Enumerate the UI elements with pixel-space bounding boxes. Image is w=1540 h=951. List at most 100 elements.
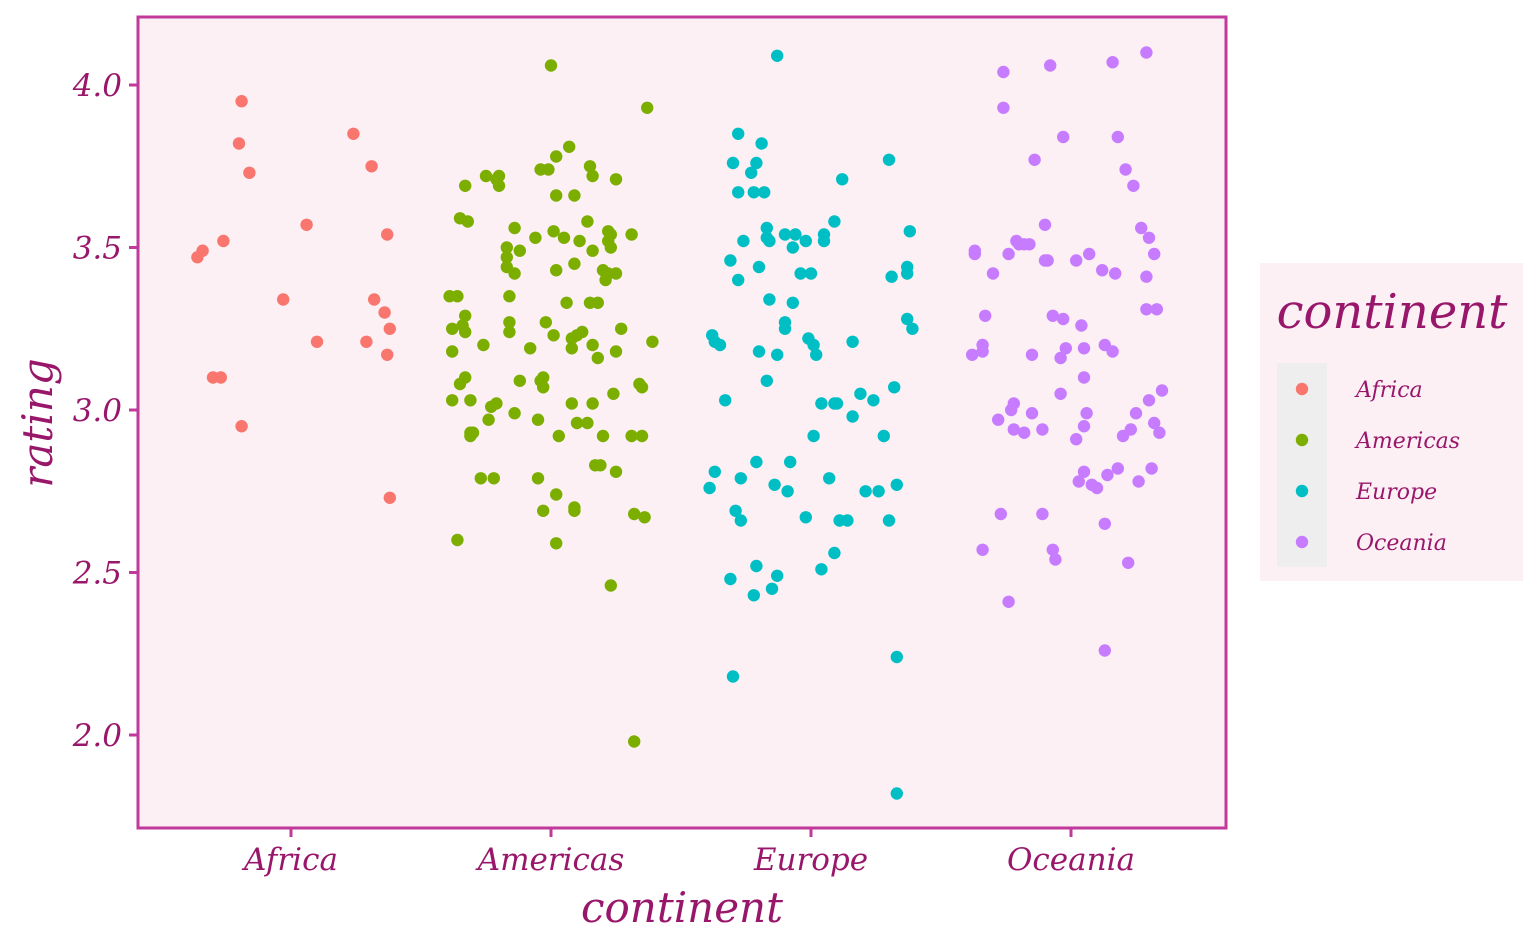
data-point-oceania-27 [1038,218,1052,231]
data-point-africa-10 [300,218,313,231]
data-point-americas-34 [508,267,521,280]
y-axis-title: rating [13,358,62,487]
data-point-europe-36 [771,49,784,62]
data-point-americas-23 [487,472,500,485]
data-point-americas-32 [503,316,516,329]
data-point-europe-57 [823,472,836,485]
data-point-europe-32 [765,582,779,595]
data-point-oceania-64 [1124,423,1138,436]
data-point-oceania-24 [1028,153,1041,166]
data-point-europe-73 [882,153,896,166]
data-point-oceania-77 [1153,426,1166,439]
data-point-europe-19 [747,589,760,602]
data-point-americas-49 [542,163,555,176]
data-point-americas-85 [596,429,610,443]
data-point-oceania-25 [1036,423,1049,436]
data-point-oceania-12 [1002,595,1015,608]
data-point-europe-79 [901,312,914,326]
data-point-oceania-26 [1036,507,1049,521]
data-point-europe-71 [877,429,890,443]
x-tick-label: Africa [241,842,338,878]
legend-label-europe: Europe [1355,480,1437,505]
data-point-europe-54 [815,563,828,576]
data-point-oceania-38 [1059,342,1073,355]
x-tick-label: Europe [753,842,868,878]
legend-items: Africa Americas Europe Oceania [1295,378,1460,556]
data-point-europe-6 [724,254,737,267]
data-point-americas-102 [628,507,641,521]
data-point-europe-39 [778,228,792,241]
y-tick-label: 2.0 [72,718,122,754]
y-tick-label: 3.5 [73,231,122,267]
data-point-europe-78 [890,650,903,664]
data-point-americas-51 [547,225,560,238]
data-point-oceania-22 [1025,348,1039,361]
data-point-oceania-42 [1075,319,1088,332]
data-point-americas-30 [500,241,513,254]
data-point-oceania-70 [1140,303,1153,316]
data-point-europe-51 [807,429,820,443]
data-point-oceania-74 [1148,416,1161,430]
data-point-oceania-29 [1041,254,1054,267]
data-point-americas-94 [607,387,620,400]
data-point-europe-50 [807,338,820,352]
data-point-americas-18 [474,472,487,485]
data-point-africa-12 [347,127,360,140]
data-point-oceania-59 [1111,462,1125,475]
data-point-americas-5 [451,533,464,547]
data-point-americas-109 [646,335,659,348]
data-point-africa-9 [277,293,290,306]
data-point-oceania-68 [1135,221,1148,235]
data-point-oceania-43 [1077,371,1091,384]
data-point-americas-98 [609,173,623,186]
data-point-europe-45 [794,267,807,280]
legend-label-americas: Americas [1354,429,1460,454]
legend-title: continent [1277,284,1509,340]
data-point-africa-11 [310,335,324,348]
data-point-americas-42 [531,413,545,426]
data-point-oceania-11 [997,65,1010,79]
data-point-americas-41 [531,472,545,485]
x-axis-title: continent [581,883,783,932]
data-point-oceania-52 [1098,644,1112,657]
data-point-oceania-67 [1132,475,1145,488]
data-point-europe-23 [752,345,766,358]
data-point-oceania-31 [1046,309,1060,322]
data-point-americas-26 [492,169,506,183]
data-point-oceania-69 [1140,270,1153,283]
data-point-americas-96 [609,267,623,280]
data-point-americas-61 [563,140,576,153]
data-point-americas-103 [628,735,641,748]
legend-keys-background [1277,363,1327,567]
data-point-europe-27 [760,221,773,235]
data-point-americas-74 [581,416,594,430]
data-point-americas-66 [568,501,581,514]
data-point-europe-26 [758,186,771,199]
data-point-europe-82 [903,225,916,238]
data-point-oceania-23 [1025,407,1039,420]
y-tick-label: 4.0 [72,68,122,104]
data-point-oceania-48 [1083,247,1096,261]
data-point-europe-31 [763,234,776,248]
data-point-americas-37 [513,374,526,387]
data-point-africa-5 [232,137,246,150]
data-point-oceania-13 [1002,247,1015,261]
data-point-africa-8 [243,166,256,179]
data-point-americas-16 [464,394,477,407]
data-point-americas-54 [550,189,563,202]
x-axis: Africa Americas Europe Oceania [241,828,1135,878]
data-point-europe-41 [784,455,797,469]
data-point-europe-34 [771,569,784,582]
data-point-europe-4 [713,338,727,352]
data-point-americas-38 [513,244,526,257]
data-point-oceania-9 [994,507,1007,521]
data-point-oceania-50 [1090,481,1104,495]
data-point-oceania-15 [1007,423,1020,436]
data-point-americas-50 [544,59,558,72]
data-point-europe-25 [755,137,768,150]
data-point-africa-14 [365,160,378,173]
data-point-africa-17 [381,228,394,241]
data-point-americas-36 [508,407,521,420]
data-point-americas-82 [591,296,604,309]
data-point-oceania-72 [1142,394,1156,407]
